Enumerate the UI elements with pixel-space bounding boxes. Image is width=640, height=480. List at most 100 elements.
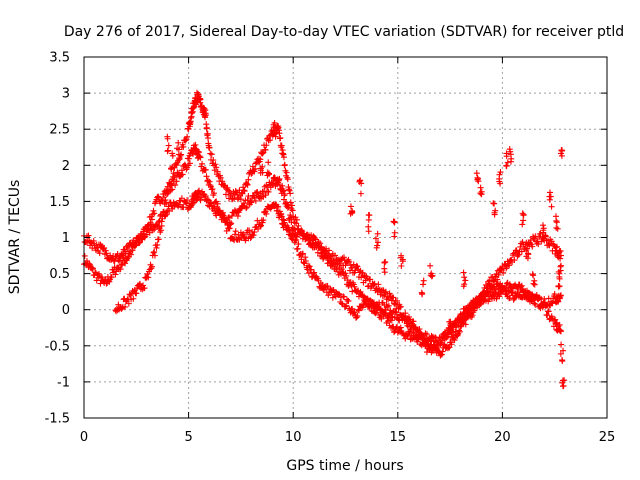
data-point-scatter-points xyxy=(558,341,565,348)
data-point-track-C xyxy=(475,296,482,303)
data-point-scatter-points xyxy=(428,273,435,280)
data-point-track-C xyxy=(241,188,248,195)
data-point-scatter-points xyxy=(557,263,564,270)
data-point-track-C xyxy=(302,236,309,243)
data-point-scatter-points xyxy=(477,190,484,197)
data-point-track-B xyxy=(397,324,404,331)
data-point-track-C xyxy=(162,197,169,204)
data-point-track-B xyxy=(227,221,234,228)
data-point-track-C xyxy=(189,108,196,115)
data-point-track-A xyxy=(197,154,204,161)
data-point-track-A xyxy=(108,274,115,281)
data-point-scatter-points xyxy=(542,232,549,239)
data-point-track-C xyxy=(448,331,455,338)
data-point-track-C xyxy=(213,164,220,171)
data-point-scatter-points xyxy=(357,190,364,197)
data-point-track-A xyxy=(118,262,125,269)
data-point-scatter-points xyxy=(391,219,398,226)
data-point-track-B xyxy=(180,204,187,211)
data-point-track-A xyxy=(154,193,161,200)
data-point-track-C xyxy=(423,331,430,338)
data-point-track-A xyxy=(117,266,124,273)
data-point-track-C xyxy=(346,258,353,265)
data-point-track-A xyxy=(503,280,510,287)
data-point-track-A xyxy=(257,223,264,230)
data-point-track-C xyxy=(354,263,361,270)
data-point-track-C xyxy=(141,285,148,292)
data-point-track-A xyxy=(112,271,119,278)
data-point-track-A xyxy=(199,160,206,167)
data-point-track-C xyxy=(298,227,305,234)
data-point-scatter-points xyxy=(462,277,469,284)
data-point-scatter-points xyxy=(523,246,530,253)
data-point-track-C xyxy=(178,151,185,158)
data-point-scatter-points xyxy=(365,216,372,223)
data-point-track-C xyxy=(244,181,251,188)
data-point-track-A xyxy=(119,261,126,268)
data-point-scatter-points xyxy=(559,147,566,154)
data-point-track-B xyxy=(484,284,491,291)
data-point-track-C xyxy=(350,261,357,268)
data-point-track-B xyxy=(511,257,518,264)
data-point-scatter-points xyxy=(530,280,537,287)
data-point-track-A xyxy=(203,173,210,180)
data-point-track-C xyxy=(259,150,266,157)
data-point-track-C xyxy=(202,112,209,119)
data-point-scatter-points xyxy=(525,251,532,258)
data-point-track-A xyxy=(497,280,504,287)
data-point-track-B xyxy=(513,247,520,254)
data-point-track-C xyxy=(289,207,296,214)
data-point-track-A xyxy=(260,217,267,224)
data-point-track-C xyxy=(232,188,239,195)
data-point-track-A xyxy=(385,302,392,309)
data-point-scatter-points xyxy=(460,269,467,276)
data-point-track-A xyxy=(299,250,306,257)
data-point-track-B xyxy=(373,309,380,316)
data-point-scatter-points xyxy=(503,150,510,157)
data-point-track-B xyxy=(506,262,513,269)
data-point-scatter-points xyxy=(257,167,264,174)
data-point-track-C xyxy=(212,161,219,168)
data-point-scatter-points xyxy=(382,258,389,265)
data-point-track-C xyxy=(148,263,155,270)
data-point-track-C xyxy=(501,285,508,292)
data-point-track-A xyxy=(251,229,258,236)
data-point-scatter-points xyxy=(560,382,567,389)
data-point-scatter-points xyxy=(271,119,278,126)
data-point-track-A xyxy=(211,190,218,197)
x-tick-label: 0 xyxy=(80,430,88,445)
data-point-track-A xyxy=(306,263,313,270)
data-point-track-A xyxy=(151,210,158,217)
data-point-scatter-points xyxy=(374,242,381,249)
y-axis-label: SDTVAR / TECUs xyxy=(7,180,23,295)
data-point-track-B xyxy=(121,246,128,253)
data-point-track-B xyxy=(141,234,148,241)
data-point-track-B xyxy=(124,244,131,251)
data-point-track-A xyxy=(173,178,180,185)
data-point-track-C xyxy=(157,227,164,234)
data-point-track-B xyxy=(102,247,109,254)
data-point-track-C xyxy=(295,222,302,229)
data-point-track-A xyxy=(545,308,552,315)
data-point-track-A xyxy=(89,266,96,273)
y-tick-label: 0 xyxy=(62,303,70,318)
y-tick-label: -1 xyxy=(57,375,70,390)
data-point-track-B xyxy=(351,283,358,290)
data-point-track-C xyxy=(287,190,294,197)
data-point-track-B xyxy=(388,317,395,324)
data-point-track-C xyxy=(386,290,393,297)
data-point-scatter-points xyxy=(497,180,504,187)
data-point-track-A xyxy=(302,254,309,261)
data-point-track-B xyxy=(143,226,150,233)
data-point-scatter-points xyxy=(553,219,560,226)
data-point-track-B xyxy=(103,250,110,257)
data-point-track-B xyxy=(532,233,539,240)
data-point-track-C xyxy=(402,310,409,317)
x-axis-label: GPS time / hours xyxy=(286,458,403,474)
data-point-track-B xyxy=(183,200,190,207)
data-point-scatter-points xyxy=(356,177,363,184)
data-point-track-A xyxy=(86,260,93,267)
data-point-scatter-points xyxy=(529,271,536,278)
data-point-track-B xyxy=(293,233,300,240)
